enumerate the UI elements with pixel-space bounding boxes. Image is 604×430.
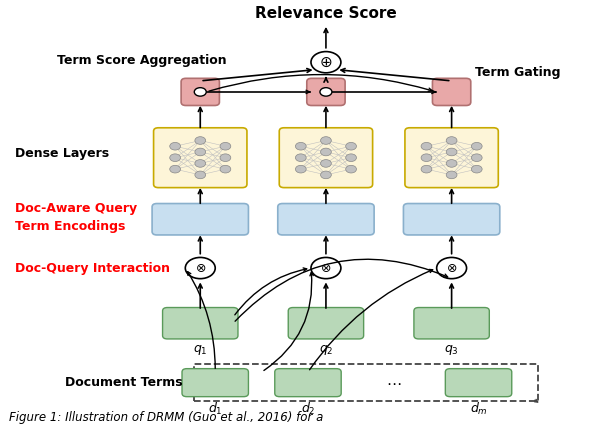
Circle shape [311, 258, 341, 279]
Circle shape [170, 166, 181, 173]
Text: Dense Layers: Dense Layers [14, 147, 109, 160]
Circle shape [321, 148, 332, 156]
Circle shape [471, 166, 482, 173]
FancyBboxPatch shape [278, 203, 374, 235]
FancyBboxPatch shape [162, 307, 238, 339]
Text: Doc-Query Interaction: Doc-Query Interaction [14, 261, 170, 275]
Circle shape [295, 166, 306, 173]
Text: $d_1$: $d_1$ [208, 401, 222, 417]
Text: $d_2$: $d_2$ [301, 401, 315, 417]
Circle shape [195, 148, 205, 156]
FancyBboxPatch shape [153, 128, 247, 187]
FancyBboxPatch shape [403, 203, 500, 235]
Text: $d_m$: $d_m$ [470, 401, 487, 417]
Circle shape [195, 171, 205, 179]
Circle shape [421, 166, 432, 173]
Circle shape [446, 137, 457, 144]
FancyBboxPatch shape [307, 78, 345, 105]
Circle shape [220, 166, 231, 173]
Circle shape [311, 52, 341, 73]
Circle shape [320, 88, 332, 96]
Text: $q_2$: $q_2$ [319, 343, 333, 357]
Text: $q_3$: $q_3$ [444, 343, 459, 357]
Circle shape [421, 154, 432, 162]
Text: $\otimes$: $\otimes$ [446, 261, 457, 275]
Text: $\otimes$: $\otimes$ [194, 261, 206, 275]
Circle shape [421, 142, 432, 150]
Circle shape [446, 171, 457, 179]
FancyBboxPatch shape [275, 369, 341, 396]
FancyBboxPatch shape [279, 128, 373, 187]
Circle shape [220, 142, 231, 150]
Circle shape [437, 258, 466, 279]
Text: Term Score Aggregation: Term Score Aggregation [57, 54, 227, 67]
FancyBboxPatch shape [405, 128, 498, 187]
Text: $\cdots$: $\cdots$ [385, 375, 401, 390]
Circle shape [170, 142, 181, 150]
Text: $q_1$: $q_1$ [193, 343, 208, 357]
Circle shape [295, 142, 306, 150]
Circle shape [194, 88, 206, 96]
Circle shape [185, 258, 215, 279]
Text: Relevance Score: Relevance Score [255, 6, 397, 21]
Bar [194, 364, 538, 401]
FancyBboxPatch shape [288, 307, 364, 339]
Circle shape [471, 142, 482, 150]
FancyBboxPatch shape [152, 203, 248, 235]
Text: Document Terms: Document Terms [65, 376, 182, 389]
FancyBboxPatch shape [181, 78, 219, 105]
Circle shape [321, 160, 332, 167]
Circle shape [321, 137, 332, 144]
Circle shape [446, 160, 457, 167]
Circle shape [195, 137, 205, 144]
FancyBboxPatch shape [432, 78, 471, 105]
Circle shape [446, 148, 457, 156]
Text: Term Encodings: Term Encodings [14, 221, 125, 233]
FancyBboxPatch shape [414, 307, 489, 339]
Circle shape [170, 154, 181, 162]
Text: $\otimes$: $\otimes$ [320, 261, 332, 275]
Text: Figure 1: Illustration of DRMM (Guo et al., 2016) for a: Figure 1: Illustration of DRMM (Guo et a… [9, 411, 323, 424]
FancyBboxPatch shape [445, 369, 512, 396]
Text: Term Gating: Term Gating [475, 66, 561, 79]
Circle shape [345, 166, 356, 173]
Circle shape [345, 142, 356, 150]
Text: Doc-Aware Query: Doc-Aware Query [14, 202, 137, 215]
Circle shape [345, 154, 356, 162]
Circle shape [321, 171, 332, 179]
Circle shape [471, 154, 482, 162]
Circle shape [295, 154, 306, 162]
Text: $\oplus$: $\oplus$ [320, 55, 333, 70]
Circle shape [195, 160, 205, 167]
FancyBboxPatch shape [182, 369, 248, 396]
Circle shape [220, 154, 231, 162]
